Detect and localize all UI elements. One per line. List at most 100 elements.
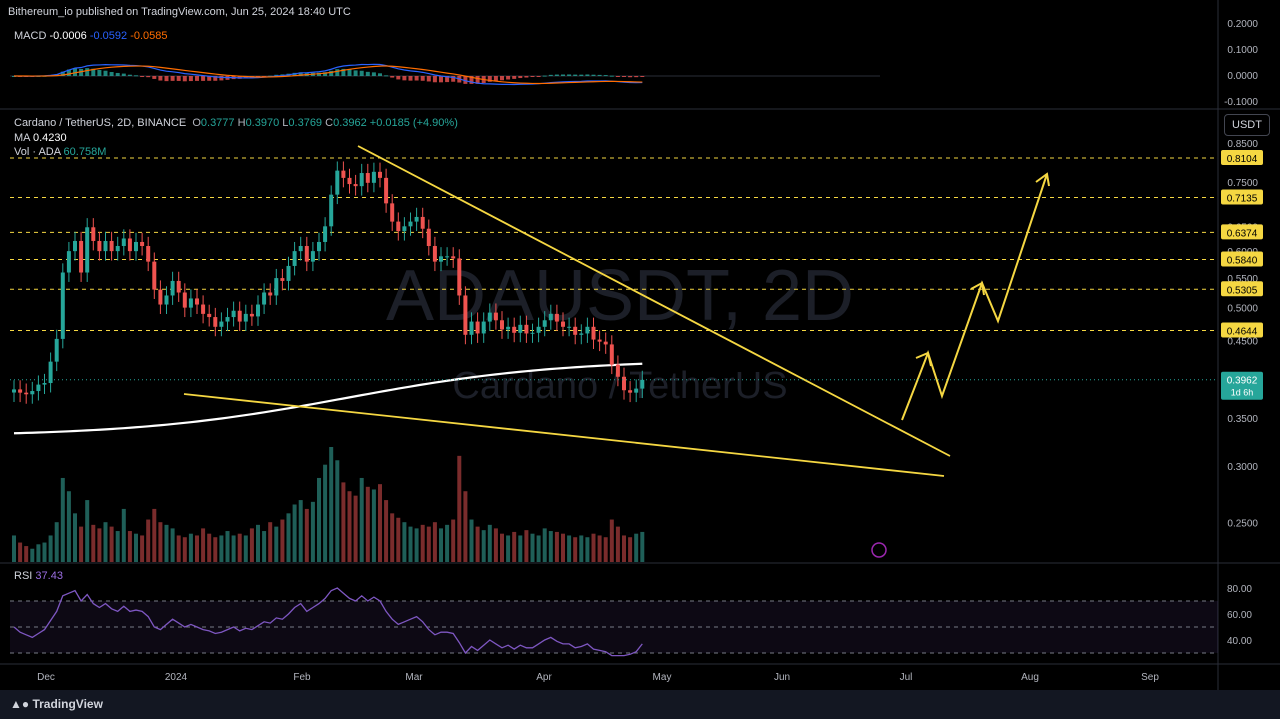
volume-bar [213, 537, 218, 562]
macd-histogram-bar [274, 74, 279, 76]
volume-bar [231, 535, 236, 562]
candle-body [134, 241, 138, 252]
candle-body [390, 203, 395, 222]
macd-histogram-bar [170, 76, 175, 81]
candle-body [219, 321, 224, 327]
volume-bar [475, 526, 480, 562]
level-label: 0.4644 [1227, 327, 1258, 338]
volume-bar [469, 519, 474, 562]
macd-histogram-bar [201, 76, 206, 81]
time-axis-label: Jun [774, 672, 790, 683]
symbol-name[interactable]: Cardano / TetherUS, 2D, BINANCE [14, 117, 187, 129]
macd-histogram-bar [134, 75, 138, 77]
macd-histogram-bar [573, 74, 578, 76]
candle-body [201, 304, 206, 314]
macd-histogram-bar [121, 73, 126, 76]
macd-histogram-bar [530, 76, 535, 78]
projection-arrowhead [915, 351, 932, 367]
candle-body [249, 313, 254, 317]
macd-histogram-bar [609, 75, 614, 77]
macd-histogram-bar [378, 73, 382, 76]
volume-bar [579, 535, 584, 562]
candle-body [127, 238, 132, 252]
candle-body [304, 246, 309, 262]
volume-bar [414, 528, 419, 562]
moving-average-line [13, 362, 643, 435]
volume-bar [304, 508, 309, 562]
candle-body [164, 295, 169, 305]
volume-bar [97, 528, 102, 562]
low-value: 0.3769 [288, 117, 323, 129]
volume-bar [518, 535, 523, 562]
candle-body [274, 278, 279, 296]
volume-bar [493, 528, 498, 562]
price-tick-label: 0.3500 [1227, 414, 1258, 425]
volume-bar [146, 519, 151, 562]
candle-body [451, 256, 456, 259]
high-value: 0.3970 [245, 117, 280, 129]
volume-bar [237, 533, 242, 562]
macd-tick-label: 0.2000 [1227, 19, 1258, 30]
candle-body [36, 384, 41, 392]
macd-histogram-bar [73, 68, 77, 76]
volume-bar [176, 535, 181, 562]
volume-bar [256, 524, 260, 562]
ma-value: 0.4230 [32, 132, 67, 144]
volume-bar [109, 526, 114, 562]
volume-bar [54, 522, 59, 562]
macd-histogram-bar [585, 74, 590, 76]
volume-bar [353, 495, 358, 562]
macd-histogram-bar [628, 76, 633, 78]
macd-histogram-bar [140, 76, 145, 77]
current-price-label: 0.3962 [1227, 376, 1258, 387]
candle-body [359, 173, 364, 187]
volume-bar [640, 531, 645, 562]
volume-bar [127, 531, 132, 562]
candle-body [341, 170, 346, 178]
volume-bar [329, 447, 334, 562]
candle-body [237, 310, 242, 322]
volume-bar [591, 533, 596, 562]
candle-body [567, 326, 572, 328]
macd-histogram-bar [414, 76, 419, 81]
candle-body [188, 298, 193, 308]
volume-bar [310, 501, 315, 562]
candle-body [195, 298, 199, 305]
level-label: 0.5840 [1227, 256, 1258, 267]
volume-bar [225, 531, 230, 562]
macd-histogram-bar [146, 76, 151, 78]
candle-body [469, 321, 474, 335]
volume-bar [103, 522, 108, 562]
tradingview-logo[interactable]: ▲● TradingView [10, 697, 103, 711]
publisher-line: Bithereum_io published on TradingView.co… [8, 6, 351, 18]
volume-bar [121, 508, 126, 562]
macd-histogram-bar [548, 74, 553, 76]
volume-bar [500, 533, 504, 562]
volume-bar [439, 528, 443, 562]
candle-body [30, 391, 35, 395]
volume-bar [317, 477, 321, 562]
volume-bar [371, 489, 376, 562]
volume-bar [487, 524, 492, 562]
candle-body [268, 292, 273, 296]
rsi-line [13, 587, 643, 657]
level-label-bg [1221, 322, 1263, 338]
candle-body [225, 317, 230, 322]
volume-bar [60, 477, 65, 562]
macd-histogram-bar [561, 74, 565, 76]
macd-histogram-bar [292, 72, 297, 76]
macd-histogram-bar [506, 76, 511, 80]
candle-body [79, 240, 84, 273]
volume-bar [451, 519, 456, 562]
candle-body [176, 280, 181, 293]
volume-bar [66, 491, 71, 562]
close-value: 0.3962 [333, 117, 367, 129]
currency-button[interactable]: USDT [1224, 114, 1270, 136]
candle-body [48, 361, 53, 384]
volume-bar [249, 528, 254, 562]
time-axis-label: Feb [293, 672, 311, 683]
candle-body [109, 240, 114, 252]
candle-body [579, 333, 584, 335]
high-label: H [237, 117, 246, 129]
